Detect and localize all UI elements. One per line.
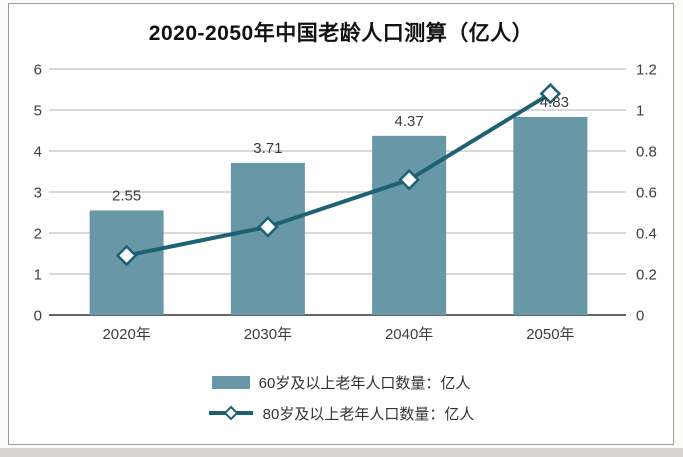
x-axis-label: 2030年 bbox=[244, 326, 292, 343]
bar-series-swatch-icon bbox=[211, 375, 250, 389]
x-axis-label: 2020年 bbox=[102, 326, 150, 343]
right-axis-tick: 1 bbox=[636, 103, 644, 120]
legend-item-line-series: 80岁及以上老年人口数量：亿人 bbox=[208, 401, 475, 425]
bar-swatch-rect bbox=[211, 375, 250, 389]
left-axis-tick: 3 bbox=[34, 185, 42, 202]
line-marker-diamond-icon bbox=[539, 82, 562, 105]
bar-value-label: 3.71 bbox=[253, 140, 282, 157]
left-axis-tick: 2 bbox=[34, 226, 42, 243]
chart-figure: 2020-2050年中国老龄人口测算（亿人） 0 1 2 3 4 5 6 0 0.2 0.4 0.6… bbox=[8, 3, 674, 445]
left-axis-tick: 0 bbox=[34, 308, 42, 325]
line-marker-diamond-icon bbox=[398, 168, 420, 191]
bar-2030年 bbox=[230, 162, 305, 315]
line-series-path bbox=[124, 91, 553, 258]
x-axis-label: 2040年 bbox=[385, 326, 433, 343]
bar-value-label: 4.37 bbox=[395, 113, 424, 130]
chart-title: 2020-2050年中国老龄人口测算（亿人） bbox=[148, 22, 534, 45]
x-axis-label: 2050年 bbox=[526, 326, 574, 343]
line-marker-diamond-icon bbox=[257, 216, 279, 238]
right-axis-tick: 0.6 bbox=[636, 185, 657, 202]
bar-2050年 bbox=[513, 116, 588, 315]
left-axis-tick: 6 bbox=[34, 62, 42, 79]
right-axis-tick: 0 bbox=[636, 308, 644, 325]
chart-legend: 60岁及以上老年人口数量：亿人 80岁及以上老年人口数量：亿人 bbox=[9, 370, 673, 425]
left-axis-tick: 4 bbox=[34, 144, 42, 161]
legend-label-line-series: 80岁及以上老年人口数量：亿人 bbox=[262, 405, 475, 423]
line-marker-diamond-icon bbox=[115, 244, 138, 267]
right-axis-tick: 0.8 bbox=[636, 144, 657, 161]
legend-label-bar-series: 60岁及以上老年人口数量：亿人 bbox=[258, 374, 471, 392]
line-series-swatch-icon bbox=[208, 405, 253, 421]
right-axis-tick: 0.2 bbox=[636, 267, 657, 284]
bar-value-label: 2.55 bbox=[112, 187, 141, 204]
right-axis-tick: 1.2 bbox=[636, 62, 657, 79]
bottom-strip bbox=[0, 448, 683, 457]
left-axis-tick: 5 bbox=[34, 103, 42, 120]
bar-value-label: 4.83 bbox=[540, 94, 569, 111]
line-swatch-diamond bbox=[223, 405, 239, 421]
right-axis-tick: 0.4 bbox=[636, 226, 657, 243]
chart-plot: 0 1 2 3 4 5 6 0 0.2 0.4 0.6 0.8 1 1.2 2020年 2030年 2040年 2… bbox=[34, 62, 657, 344]
left-axis-tick: 1 bbox=[34, 267, 42, 284]
legend-item-bar-series: 60岁及以上老年人口数量：亿人 bbox=[211, 370, 471, 394]
